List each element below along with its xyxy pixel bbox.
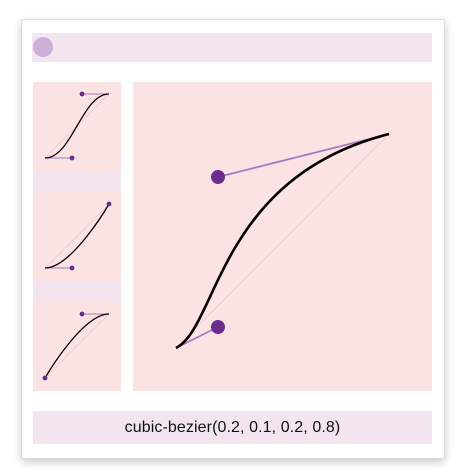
preset-thumbnail-ease-in-out[interactable] — [33, 82, 121, 171]
control-line-end — [217, 133, 390, 178]
bezier-curve — [175, 132, 390, 350]
preset-curve — [44, 93, 110, 159]
top-bar — [32, 33, 432, 62]
output-bar: cubic-bezier(0.2, 0.1, 0.2, 0.8) — [33, 411, 432, 444]
linear-diagonal — [175, 133, 390, 349]
preset-diagonal — [44, 203, 110, 269]
preset-handle-point — [69, 155, 75, 161]
timing-function-value: cubic-bezier(0.2, 0.1, 0.2, 0.8) — [124, 418, 341, 436]
preset-handle-point — [106, 201, 112, 207]
curve-editor[interactable] — [133, 82, 432, 391]
preset-curve — [44, 203, 110, 269]
preset-handle-point — [79, 311, 85, 317]
control-point-1-handle — [211, 320, 225, 334]
preset-diagonal — [44, 313, 110, 379]
preset-handle-point — [79, 91, 85, 97]
control-point-2-handle — [211, 170, 225, 184]
preset-handle-point — [69, 265, 75, 271]
preset-curve — [44, 313, 110, 379]
preset-handle-point — [42, 375, 48, 381]
preset-thumbnail-ease-in[interactable] — [33, 192, 121, 281]
avatar[interactable] — [33, 37, 53, 57]
preset-thumbnail-ease-out[interactable] — [33, 302, 121, 391]
